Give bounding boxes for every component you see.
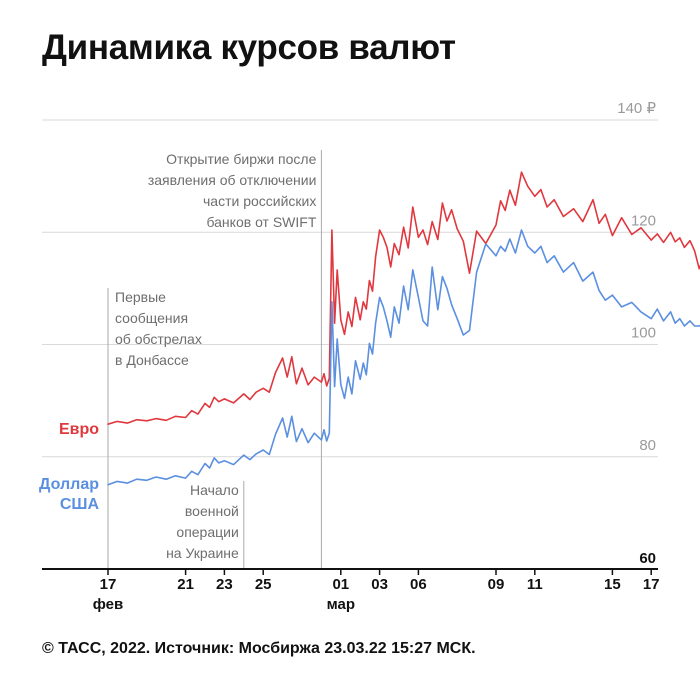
y-tick-label-80: 80 xyxy=(639,437,656,454)
event-annotation-2-line: военной xyxy=(185,503,239,519)
y-tick-label-100: 100 xyxy=(631,325,656,342)
x-tick-label: 25 xyxy=(255,576,272,593)
event-annotation-1-line: об обстрелах xyxy=(115,331,202,347)
chart-title: Динамика курсов валют xyxy=(42,28,456,67)
x-tick-label: 01 xyxy=(332,576,349,593)
y-tick-label-140: 140 ₽ xyxy=(617,100,656,117)
x-tick-label: 06 xyxy=(410,576,427,593)
event-annotation-2-line: Начало xyxy=(190,482,239,498)
event-annotation-3-line: банков от SWIFT xyxy=(206,214,316,230)
x-tick-label: 21 xyxy=(177,576,194,593)
y-tick-label-120: 120 xyxy=(631,212,656,229)
event-annotation-3-line: Открытие биржи после xyxy=(166,151,316,167)
axis-layer: 17фев21232501мар0306091115172123 xyxy=(42,568,660,613)
source-footer: © ТАСС, 2022. Источник: Мосбиржа 23.03.2… xyxy=(42,640,476,657)
x-tick-label: 15 xyxy=(604,576,621,593)
y-tick-label-60: 60 xyxy=(639,550,656,567)
event-annotation-3-line: части российских xyxy=(203,193,316,209)
x-tick-label: 23 xyxy=(216,576,233,593)
series-label: США xyxy=(60,496,100,513)
x-month-label: фев xyxy=(93,596,124,613)
series-line-usd xyxy=(107,229,700,486)
annotation-layer: Первые сообщения об обстрелах в Донбассе Нач… xyxy=(107,150,322,569)
x-tick-label: 03 xyxy=(371,576,388,593)
series-label: Евро xyxy=(59,421,99,438)
event-annotation-2-line: на Украине xyxy=(166,545,239,561)
x-month-label: мар xyxy=(327,596,355,613)
series-line-euro xyxy=(107,171,700,425)
event-annotation-1-line: сообщения xyxy=(115,310,188,326)
event-annotation-1-line: в Донбассе xyxy=(115,352,189,368)
series-layer: 113,65Евро94,98ДолларСША xyxy=(39,171,700,513)
x-tick-label: 11 xyxy=(527,576,543,593)
event-annotation-3-line: заявления об отключении xyxy=(148,172,317,188)
x-tick-label: 17 xyxy=(643,576,660,593)
x-tick-label: 09 xyxy=(488,576,505,593)
series-label: Доллар xyxy=(39,476,99,493)
grid-layer: 140 ₽ 120 100 80 60 xyxy=(42,100,658,567)
event-annotation-1-line: Первые xyxy=(115,289,166,305)
event-annotation-2-line: операции xyxy=(176,524,238,540)
x-tick-label: 17 xyxy=(100,576,117,593)
